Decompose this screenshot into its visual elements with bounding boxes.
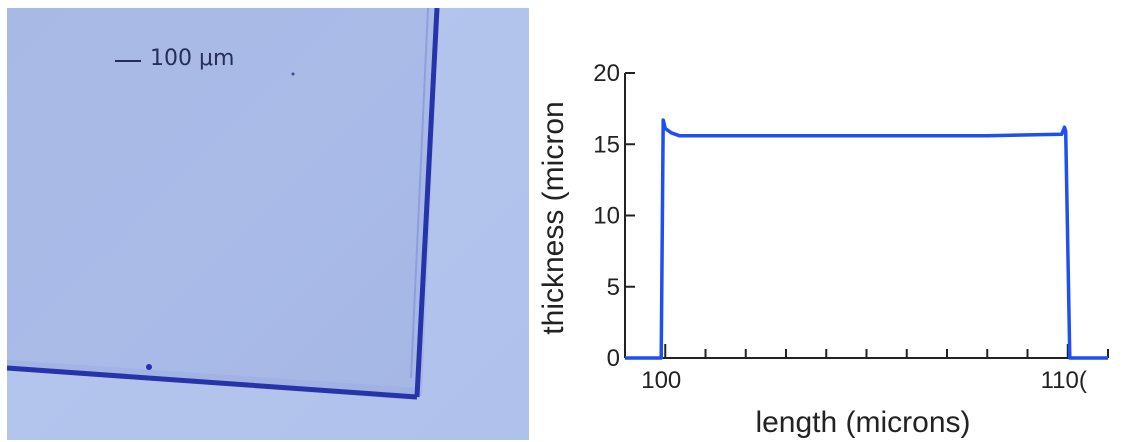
y-axis-title: thickness (micron	[537, 101, 570, 334]
scale-bar	[115, 60, 141, 62]
y-tick-label: 10	[593, 203, 620, 230]
x-axis-title: length (microns)	[755, 406, 970, 439]
x-tick-label: 100	[641, 367, 681, 394]
x-tick-label: 110(	[1041, 367, 1087, 394]
y-tick-label: 15	[593, 131, 620, 158]
scale-bar-label: 100 μm	[150, 46, 235, 71]
y-tick-label: 0	[607, 345, 620, 372]
y-tick-label: 20	[593, 60, 620, 87]
micrograph-sample-edges	[7, 8, 529, 440]
micrograph-image: 100 μm	[7, 8, 529, 440]
y-tick-label: 5	[607, 274, 620, 301]
thickness-series-line	[625, 118, 1108, 360]
chart-axes	[624, 73, 1108, 359]
thickness-chart: 0 5 10 15 20 100 110( length (microns) thickness…	[537, 60, 1109, 439]
